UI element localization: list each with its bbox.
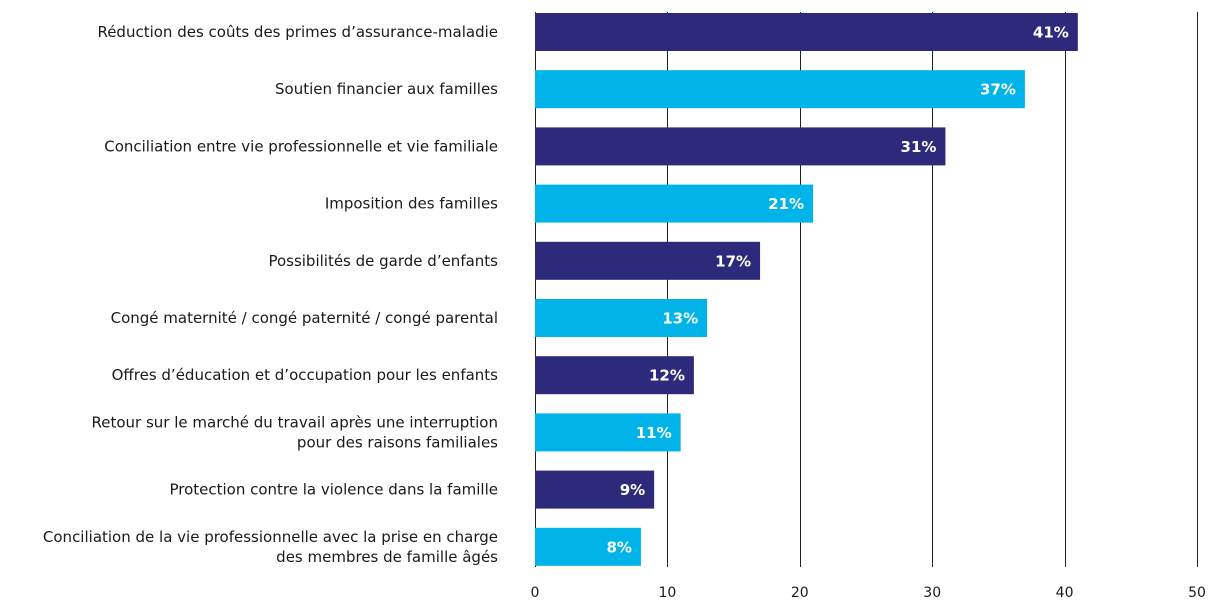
bar <box>535 241 761 280</box>
bar <box>535 70 1025 109</box>
x-tick-label: 30 <box>923 585 941 601</box>
x-axis-tick-labels: 0 10 20 30 40 50 <box>531 585 1206 601</box>
category-label: Réduction des coûts des primes d’assuran… <box>97 23 498 41</box>
bar <box>535 184 814 223</box>
bar-value-label: 41% <box>1033 24 1069 42</box>
bar-value-label: 17% <box>715 252 751 270</box>
bar <box>535 470 655 509</box>
x-tick-label: 40 <box>1056 585 1074 601</box>
category-labels: Réduction des coûts des primes d’assuran… <box>43 23 498 566</box>
bar-value-label: 11% <box>636 424 672 442</box>
bar-value-label: 8% <box>606 538 631 556</box>
category-label: pour des raisons familiales <box>297 433 498 451</box>
bar-value-label: 21% <box>768 195 804 213</box>
bar-value-label: 12% <box>649 367 685 385</box>
bar-value-label: 13% <box>662 310 698 328</box>
category-label: Offres d’éducation et d’occupation pour … <box>112 366 499 384</box>
bar-value-label: 37% <box>980 81 1016 99</box>
x-tick-label: 10 <box>658 585 676 601</box>
category-label: Possibilités de garde d’enfants <box>268 252 498 270</box>
category-label: Congé maternité / congé paternité / cong… <box>111 309 498 327</box>
bar <box>535 356 694 395</box>
bar <box>535 299 708 337</box>
category-label: Conciliation de la vie professionnelle a… <box>43 528 498 546</box>
bar-value-label: 9% <box>620 481 645 499</box>
category-label: Retour sur le marché du travail après un… <box>92 413 499 431</box>
bar <box>535 527 641 566</box>
bar <box>535 413 681 452</box>
category-label: des membres de famille âgés <box>276 548 498 566</box>
category-label: Imposition des familles <box>325 195 498 213</box>
category-label: Soutien financier aux familles <box>275 80 498 98</box>
x-tick-label: 0 <box>531 585 540 601</box>
category-label: Conciliation entre vie professionnelle e… <box>104 137 498 155</box>
category-label: Protection contre la violence dans la fa… <box>169 481 498 499</box>
bar-value-label: 31% <box>901 138 937 156</box>
x-tick-label: 20 <box>791 585 809 601</box>
bars: 41% 37% 31% 21% 17% 13% 12% 11% 9% 8% <box>535 13 1078 566</box>
bar <box>535 127 946 166</box>
x-tick-label: 50 <box>1188 585 1206 601</box>
bar <box>535 13 1078 51</box>
